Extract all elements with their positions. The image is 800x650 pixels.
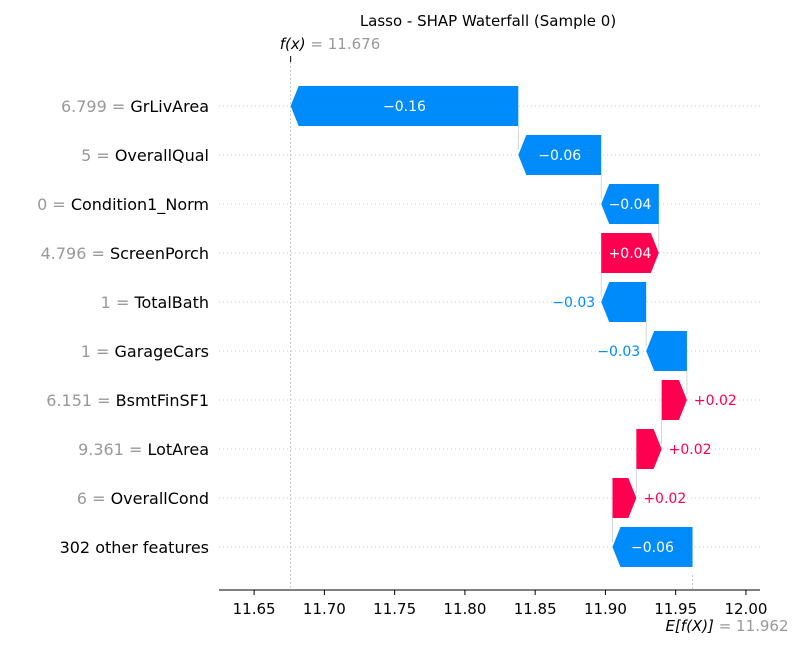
waterfall-bar <box>646 331 687 371</box>
feature-name: ScreenPorch <box>110 244 209 263</box>
fx-label: f(x) <box>280 35 306 53</box>
x-tick-label: 11.95 <box>654 600 697 618</box>
feature-label: 4.796 = ScreenPorch <box>41 244 209 263</box>
x-tick-label: 11.90 <box>584 600 627 618</box>
feature-value: 6.799 = <box>61 97 130 116</box>
bar-value-label: −0.06 <box>631 540 674 556</box>
x-axis-ticks: 11.65 11.70 11.75 11.80 11.85 11.90 11.95 12.00 <box>233 590 767 618</box>
waterfall-bar <box>601 184 659 224</box>
bar-value-label: −0.16 <box>383 99 426 115</box>
waterfall-bar <box>612 478 637 518</box>
feature-label: 5 = OverallQual <box>81 146 209 165</box>
feature-value: 1 = <box>81 342 115 361</box>
feature-label: 1 = TotalBath <box>101 293 209 312</box>
feature-name: LotArea <box>147 440 209 459</box>
feature-name: 302 other features <box>60 538 209 557</box>
waterfall-bar <box>661 380 687 420</box>
waterfall-bar <box>601 233 659 273</box>
feature-labels: 6.799 = GrLivArea 5 = OverallQual 0 = Cond… <box>37 97 209 557</box>
x-tick-label: 11.85 <box>514 600 557 618</box>
x-tick-label: 11.80 <box>443 600 486 618</box>
bar-value-label: +0.02 <box>694 393 737 409</box>
reference-lines <box>290 56 693 590</box>
feature-label: 302 other features <box>60 538 209 557</box>
x-tick-label: 11.65 <box>233 600 276 618</box>
waterfall-bar <box>601 282 647 322</box>
feature-label: 9.361 = LotArea <box>78 440 209 459</box>
feature-label: 1 = GarageCars <box>81 342 209 361</box>
waterfall-bar <box>518 135 602 175</box>
waterfall-bar <box>612 527 693 567</box>
grid-layer <box>219 105 760 548</box>
efx-value: 11.962 <box>736 617 789 635</box>
waterfall-bar <box>290 86 519 126</box>
feature-label: 6.151 = BsmtFinSF1 <box>46 391 209 410</box>
bar-value-label: −0.03 <box>597 344 640 360</box>
chart-title: Lasso - SHAP Waterfall (Sample 0) <box>360 12 616 30</box>
feature-name: OverallCond <box>111 489 209 508</box>
x-tick-label: 12.00 <box>724 600 767 618</box>
bar-value-label: −0.03 <box>552 295 595 311</box>
bar-value-label: +0.02 <box>669 442 712 458</box>
feature-name: BsmtFinSF1 <box>116 391 209 410</box>
bar-value-label: −0.04 <box>609 197 652 213</box>
feature-value: 6 = <box>77 489 111 508</box>
feature-name: GarageCars <box>115 342 209 361</box>
feature-value: 4.796 = <box>41 244 110 263</box>
bars-layer: −0.16 −0.06 −0.04 +0.04 −0.03 −0.03 +0.02 +0.02… <box>290 86 737 567</box>
feature-value: 6.151 = <box>46 391 115 410</box>
feature-value: 0 = <box>37 195 71 214</box>
waterfall-bar <box>636 429 662 469</box>
feature-label: 6 = OverallCond <box>77 489 209 508</box>
feature-name: OverallQual <box>115 146 209 165</box>
bar-value-label: −0.06 <box>538 148 581 164</box>
feature-name: GrLivArea <box>130 97 209 116</box>
bar-value-label: +0.04 <box>609 246 652 262</box>
efx-label: E[f(X)] <box>665 617 714 635</box>
feature-name: TotalBath <box>133 293 209 312</box>
fx-annotation: f(x) = 11.676 <box>280 35 381 53</box>
feature-value: 1 = <box>101 293 135 312</box>
feature-name: Condition1_Norm <box>71 195 209 215</box>
feature-label: 0 = Condition1_Norm <box>37 195 209 215</box>
x-tick-label: 11.70 <box>303 600 346 618</box>
feature-value: 5 = <box>81 146 115 165</box>
x-tick-label: 11.75 <box>373 600 416 618</box>
bar-value-label: +0.02 <box>643 491 686 507</box>
feature-value: 9.361 = <box>78 440 147 459</box>
fx-value: 11.676 <box>328 35 381 53</box>
feature-label: 6.799 = GrLivArea <box>61 97 209 116</box>
efx-annotation: E[f(X)] = 11.962 <box>665 617 788 635</box>
